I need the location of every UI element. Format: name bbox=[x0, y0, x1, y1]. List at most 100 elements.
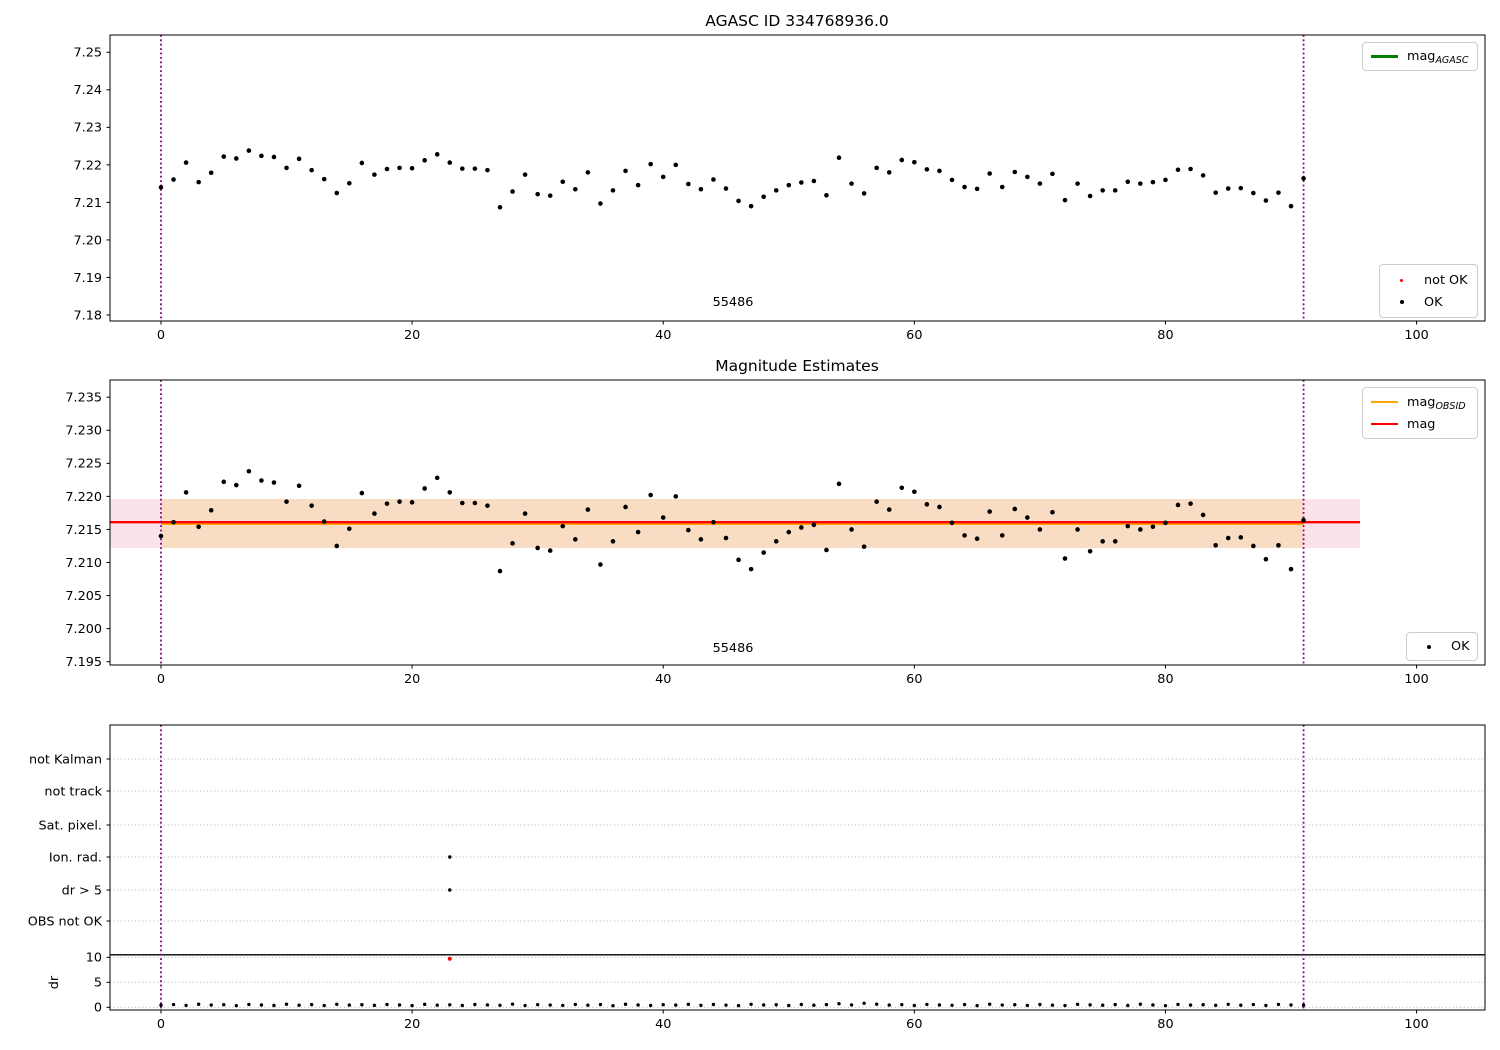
dr-point bbox=[962, 1002, 967, 1007]
x-tick-label: 100 bbox=[1404, 328, 1428, 343]
mag-point bbox=[1062, 556, 1068, 561]
mag-point bbox=[1238, 185, 1244, 191]
mag-point bbox=[1138, 181, 1143, 186]
mag-point bbox=[347, 526, 352, 532]
mag-point bbox=[384, 501, 390, 506]
dr-point bbox=[159, 1003, 163, 1007]
dr-point bbox=[787, 1003, 791, 1008]
mag-agasc-line-sample bbox=[1371, 55, 1398, 58]
mag-point bbox=[748, 566, 754, 572]
category-label: not track bbox=[44, 784, 102, 799]
dr-point bbox=[1276, 1002, 1281, 1007]
mag-point bbox=[836, 155, 842, 161]
dr-point bbox=[1176, 1002, 1180, 1007]
not-ok-dot-sample bbox=[1388, 278, 1415, 282]
mag-obsid-label: magOBSID bbox=[1407, 394, 1466, 412]
mag-point bbox=[359, 490, 365, 496]
category-label: Sat. pixel. bbox=[39, 818, 102, 833]
mag-point bbox=[234, 156, 239, 161]
mag-point bbox=[359, 160, 365, 166]
dr-point bbox=[661, 1003, 665, 1007]
dr-point bbox=[1063, 1003, 1067, 1008]
dr-point bbox=[498, 1003, 502, 1007]
x-tick-label: 0 bbox=[157, 672, 165, 687]
x-tick-label: 0 bbox=[157, 1017, 165, 1032]
dr-point bbox=[410, 1003, 414, 1008]
dr-point bbox=[1100, 1003, 1105, 1007]
dr-point bbox=[837, 1002, 841, 1006]
dr-point bbox=[1113, 1002, 1117, 1007]
mag-point bbox=[1238, 535, 1244, 540]
flag-point bbox=[448, 855, 452, 859]
dr-point bbox=[761, 1003, 766, 1007]
mag-point bbox=[1112, 539, 1118, 544]
mag-point bbox=[648, 492, 653, 498]
mag-point bbox=[773, 539, 779, 544]
dr-point bbox=[749, 1002, 753, 1006]
top-plot-title: AGASC ID 334768936.0 bbox=[705, 12, 889, 30]
mag-point bbox=[372, 172, 377, 177]
x-tick-label: 20 bbox=[404, 672, 420, 687]
dr-point bbox=[887, 1003, 891, 1007]
mag-point bbox=[761, 550, 766, 555]
mag-point bbox=[1301, 176, 1306, 181]
mag-point bbox=[861, 191, 867, 196]
dr-point bbox=[548, 1003, 552, 1007]
dr-point bbox=[372, 1003, 377, 1008]
dr-point bbox=[648, 1003, 653, 1008]
dr-point bbox=[460, 1003, 465, 1008]
mag-point bbox=[912, 159, 917, 165]
mag-point bbox=[686, 527, 691, 533]
y-tick-label: 7.200 bbox=[65, 622, 102, 637]
dr-point bbox=[1151, 1003, 1155, 1007]
mag-point bbox=[1225, 535, 1231, 541]
dr-point bbox=[862, 1001, 866, 1005]
dr-point bbox=[1138, 1002, 1143, 1006]
mag-point bbox=[660, 174, 666, 180]
mag-point bbox=[1037, 181, 1043, 186]
mag-point bbox=[1150, 524, 1156, 530]
mag-point bbox=[974, 536, 980, 542]
mag-point bbox=[284, 165, 289, 171]
mag-point bbox=[334, 543, 340, 549]
mag-point bbox=[924, 502, 930, 507]
dr-points bbox=[159, 1001, 1306, 1008]
dr-point bbox=[284, 1002, 289, 1006]
dr-point bbox=[247, 1002, 251, 1007]
dr-point bbox=[1226, 1002, 1230, 1006]
dr-point bbox=[473, 1002, 477, 1007]
y-tick-label: 7.210 bbox=[65, 556, 102, 571]
mag-point bbox=[949, 520, 955, 526]
mag-point bbox=[1276, 543, 1281, 548]
category-label: not Kalman bbox=[29, 752, 102, 767]
dr-point bbox=[699, 1003, 703, 1008]
mag-point bbox=[849, 181, 854, 186]
mag-point bbox=[510, 189, 515, 194]
dr-not-ok-point bbox=[447, 956, 452, 961]
mag-point bbox=[723, 535, 729, 541]
mag-point bbox=[1163, 520, 1168, 526]
mag-point bbox=[460, 166, 465, 171]
mag-point bbox=[874, 165, 879, 171]
mag-point bbox=[1075, 527, 1080, 532]
mag-point bbox=[296, 483, 302, 489]
mag-point bbox=[698, 186, 704, 192]
mag-point bbox=[1288, 566, 1294, 572]
mag-point bbox=[397, 499, 402, 504]
mag-point bbox=[623, 168, 628, 174]
mag-point bbox=[786, 182, 792, 188]
mag-point bbox=[485, 503, 490, 508]
y-tick-label: 7.18 bbox=[74, 308, 103, 323]
y-tick-label: 7.20 bbox=[74, 233, 103, 248]
mag-point bbox=[974, 186, 980, 192]
x-tick-label: 0 bbox=[157, 328, 165, 343]
dr-point bbox=[598, 1002, 603, 1007]
mag-point bbox=[1175, 167, 1181, 173]
mag-point bbox=[208, 170, 214, 176]
dr-point bbox=[347, 1003, 352, 1007]
y-tick-label: 7.23 bbox=[74, 121, 103, 136]
mag-point bbox=[987, 171, 992, 176]
axes-ticks: 0 20 40 60 80 100 bbox=[109, 724, 1486, 1032]
mag-point bbox=[434, 152, 440, 157]
mag-point bbox=[723, 186, 729, 191]
